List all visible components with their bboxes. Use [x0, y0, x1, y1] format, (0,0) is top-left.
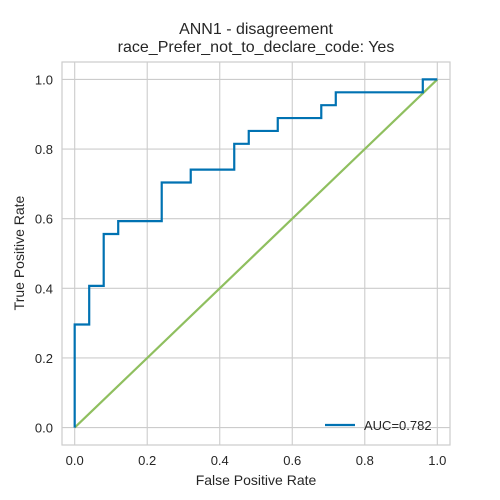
- tick-labels: 0.0 0.2 0.4 0.6 0.8 1.0 0.0 0.2 0.4 0.6 0.8 1.0: [35, 72, 446, 468]
- y-tick-label: 0.2: [35, 351, 53, 366]
- y-tick-label: 0.4: [35, 281, 53, 296]
- plot-frame: [61, 61, 451, 446]
- y-tick-label: 0.6: [35, 212, 53, 227]
- y-axis-label: True Positive Rate: [11, 195, 27, 310]
- x-tick-label: 0.4: [211, 453, 229, 468]
- x-tick-label: 0.8: [356, 453, 374, 468]
- grid: [62, 62, 450, 445]
- x-tick-label: 1.0: [428, 453, 446, 468]
- legend: AUC=0.782: [325, 418, 432, 433]
- chart-subtitle: race_Prefer_not_to_declare_code: Yes: [118, 39, 395, 56]
- y-tick-label: 0.8: [35, 142, 53, 157]
- x-tick-label: 0.6: [283, 453, 301, 468]
- roc-curve-line: [73, 78, 438, 428]
- series-layer: [73, 78, 439, 429]
- y-tick-label: 0.0: [35, 421, 53, 436]
- legend-label-roc: AUC=0.782: [364, 418, 432, 433]
- x-tick-label: 0.2: [138, 453, 156, 468]
- y-tick-label: 1.0: [35, 72, 53, 87]
- x-axis-label: False Positive Rate: [196, 472, 317, 488]
- diagonal-reference-line: [73, 78, 439, 429]
- x-tick-label: 0.0: [66, 453, 84, 468]
- chart-title: ANN1 - disagreement: [179, 21, 333, 38]
